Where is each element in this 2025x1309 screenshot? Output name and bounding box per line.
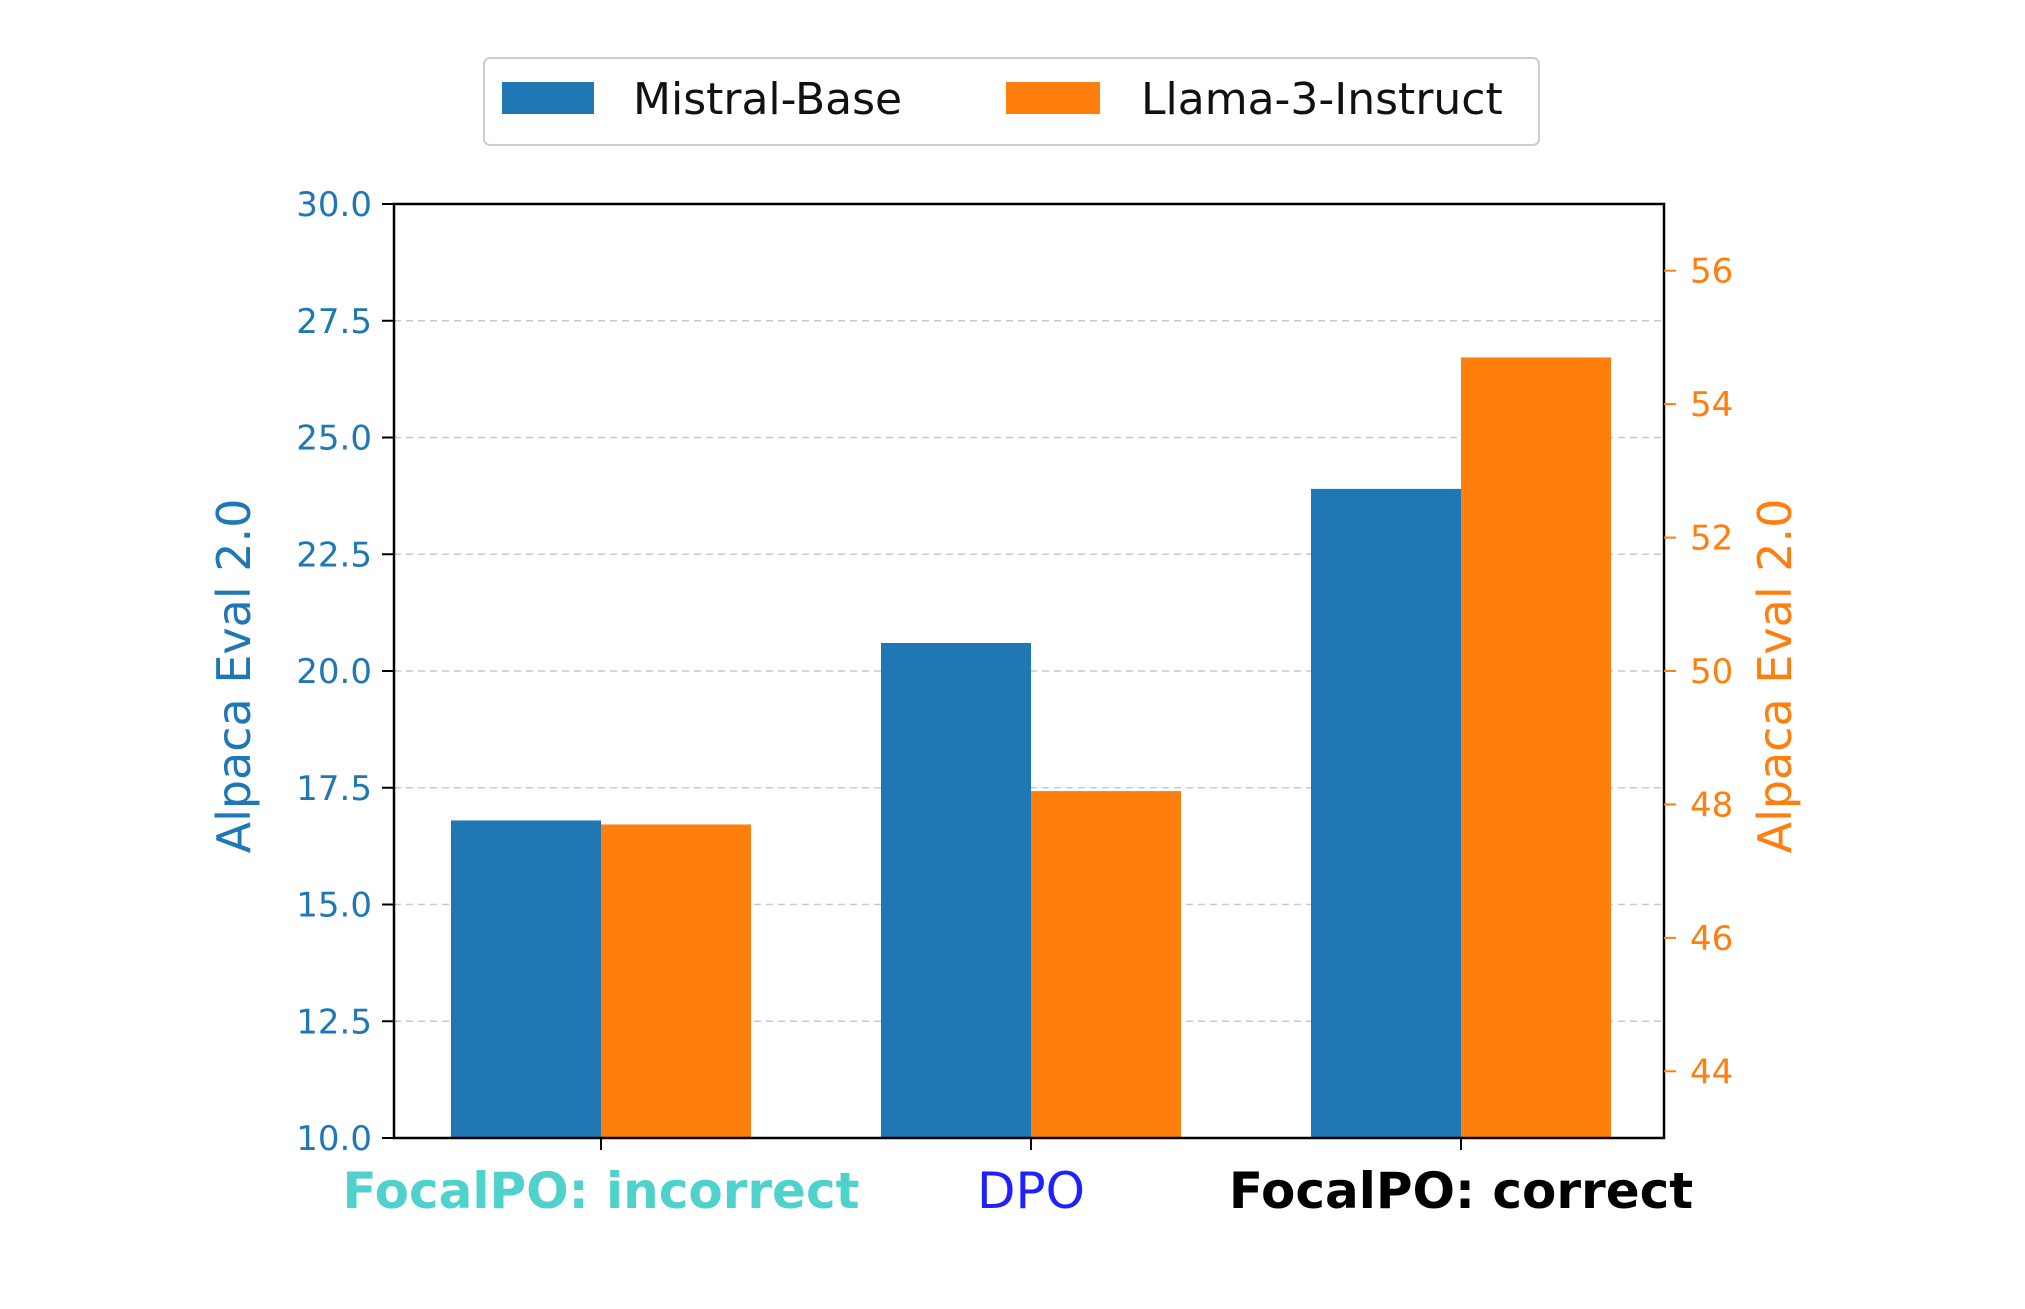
bar-mistral-base (451, 820, 601, 1138)
x-tick-label: DPO (977, 1162, 1085, 1220)
y-tick-label-left: 22.5 (296, 535, 372, 575)
bar-llama-3-instruct (1031, 791, 1181, 1138)
y-tick-label-right: 50 (1690, 652, 1733, 692)
legend-swatch-llama-3-instruct (1006, 82, 1100, 114)
y-tick-label-left: 17.5 (296, 769, 372, 809)
y-tick-label-left: 10.0 (296, 1119, 372, 1159)
y-tick-label-left: 30.0 (296, 185, 372, 225)
y-tick-label-right: 44 (1690, 1052, 1733, 1092)
right-axis: 44 46 48 50 52 54 56 (1664, 252, 1733, 1092)
x-tick-label: FocalPO: correct (1229, 1162, 1693, 1220)
x-tick-label: FocalPO: incorrect (342, 1162, 859, 1220)
y-tick-label-left: 15.0 (296, 886, 372, 926)
y-tick-label-left: 25.0 (296, 419, 372, 459)
legend-label-mistral-base: Mistral-Base (633, 74, 902, 125)
bar-mistral-base (1311, 488, 1461, 1138)
y-tick-label-left: 20.0 (296, 652, 372, 692)
y-tick-label-right: 52 (1690, 519, 1733, 559)
y-tick-label-right: 48 (1690, 785, 1733, 825)
y-axis-label-left: Alpaca Eval 2.0 (207, 499, 261, 854)
bar-llama-3-instruct (1461, 357, 1611, 1138)
y-tick-label-right: 46 (1690, 919, 1733, 959)
y-tick-label-right: 56 (1690, 252, 1733, 292)
bar-mistral-base (881, 642, 1031, 1138)
left-axis: 10.0 12.5 15.0 17.5 20.0 22.5 25.0 27.5 30.0 (296, 185, 394, 1159)
bars (451, 357, 1611, 1138)
x-axis: FocalPO: incorrect DPO FocalPO: correct (342, 1138, 1693, 1220)
y-tick-label-left: 27.5 (296, 302, 372, 342)
y-tick-label-right: 54 (1690, 385, 1733, 425)
legend: Mistral-Base Llama-3-Instruct (483, 57, 1540, 146)
legend-label-llama-3-instruct: Llama-3-Instruct (1141, 74, 1503, 125)
legend-swatch-mistral-base (502, 82, 594, 114)
y-axis-label-right: Alpaca Eval 2.0 (1748, 499, 1802, 854)
bar-llama-3-instruct (601, 824, 751, 1138)
y-tick-label-left: 12.5 (296, 1002, 372, 1042)
